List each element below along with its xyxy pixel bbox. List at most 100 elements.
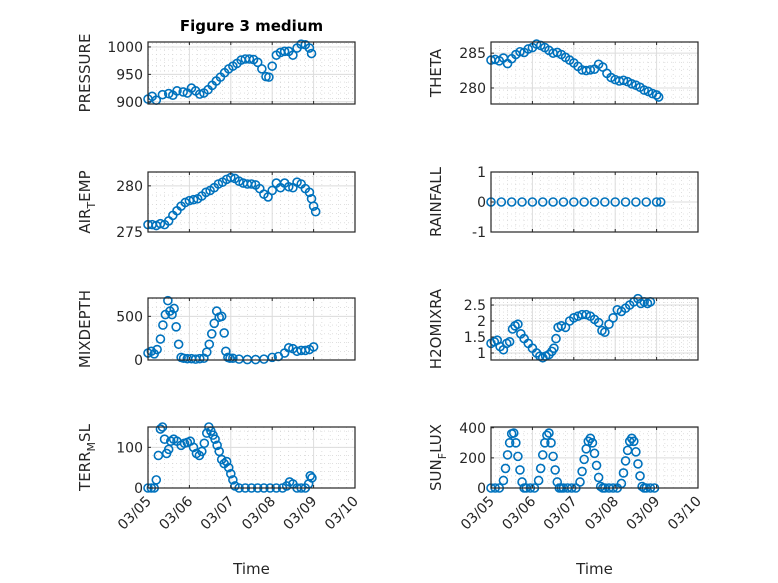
data-point: [535, 463, 546, 474]
data-point: [152, 344, 162, 355]
y-tick-label: 285: [459, 46, 486, 62]
data-point: [585, 65, 596, 75]
subplot-rainfall: -1 0 1 RAINFALL: [427, 165, 699, 241]
data-point: [548, 197, 558, 207]
data-point: [153, 450, 164, 461]
data-point: [600, 327, 610, 337]
data-point: [549, 343, 559, 353]
data-point: [622, 445, 633, 456]
y-tick-label: 1: [477, 165, 486, 181]
data-point: [551, 333, 561, 344]
data-point: [214, 446, 225, 457]
x-tick-label: 03/05: [458, 494, 498, 534]
data-point: [579, 197, 589, 207]
data-point: [155, 218, 166, 229]
data-point: [620, 456, 631, 466]
x-axis-label: Time: [232, 560, 270, 578]
data-point: [527, 197, 538, 207]
subplot-mixdepth: 0 500 MIXDEPTH: [76, 290, 356, 369]
data-point: [173, 339, 184, 350]
data-point: [498, 475, 509, 486]
data-point: [511, 438, 521, 448]
x-tick-label: 03/10: [322, 494, 362, 534]
data-point: [300, 345, 311, 356]
data-point: [513, 319, 523, 330]
data-point: [631, 197, 641, 207]
data-point: [167, 309, 177, 320]
axes-box: [490, 297, 699, 361]
data-point: [626, 78, 637, 89]
x-tick-label: 03/05: [115, 494, 155, 534]
data-point: [306, 48, 317, 59]
data-point: [211, 306, 222, 316]
x-tick-label: 03/06: [156, 493, 196, 533]
x-tick-label: 03/06: [499, 493, 539, 533]
data-point: [209, 318, 220, 329]
data-point: [513, 451, 523, 462]
subplot-h2omixra: 11.522.5 H2OMIXRA: [427, 288, 699, 369]
data-point: [219, 328, 229, 338]
data-point: [653, 92, 664, 102]
subplot-terr: 0 100 TERRMSL 03/05 03/06 03/07 03/08 03/09 03/1…: [76, 422, 362, 578]
data-point: [308, 342, 319, 352]
data-point: [639, 85, 649, 95]
axes-box: [147, 297, 356, 361]
data-point: [267, 352, 278, 363]
axes-box: [147, 171, 356, 233]
data-point: [263, 192, 273, 202]
data-point: [575, 477, 585, 487]
y-axis-label: SUNFLUX: [427, 424, 449, 491]
data-point: [610, 197, 621, 207]
data-point: [577, 466, 587, 477]
data-point: [633, 459, 643, 469]
data-point: [158, 320, 168, 330]
data-point: [548, 451, 558, 462]
data-point: [246, 179, 257, 189]
data-point: [267, 61, 278, 71]
y-tick-label: 0: [477, 481, 486, 497]
axes-box: [490, 41, 699, 105]
y-tick-label: 400: [459, 421, 486, 437]
data-point: [264, 72, 274, 82]
data-point: [178, 87, 188, 97]
y-tick-label: 1.5: [464, 330, 486, 346]
y-tick-label: 275: [116, 225, 143, 241]
data-point: [533, 475, 544, 486]
y-tick-label: 200: [459, 451, 486, 467]
data-point: [257, 64, 267, 74]
data-point: [589, 448, 600, 459]
x-tick-label: 03/08: [582, 494, 622, 534]
data-point: [307, 473, 317, 483]
data-point: [591, 460, 602, 471]
data-point: [308, 201, 319, 211]
data-point: [517, 197, 527, 207]
y-axis-label: H2OMIXRA: [427, 288, 445, 369]
y-tick-label: 1: [477, 346, 486, 362]
subplot-sun: 0 200 400 SUNFLUX 03/05 03/06 03/07 03/08 03/09 0…: [427, 421, 705, 578]
axes-box: [147, 41, 356, 105]
data-point: [620, 197, 631, 207]
data-point: [199, 438, 210, 449]
x-tick-label: 03/10: [665, 494, 705, 534]
data-point: [310, 206, 321, 217]
data-point: [608, 313, 618, 323]
data-point: [283, 342, 294, 353]
y-tick-label: 1000: [107, 40, 143, 56]
data-point: [585, 433, 596, 444]
y-tick-label: 0: [134, 481, 143, 497]
data-point: [550, 465, 560, 475]
data-point: [537, 450, 548, 460]
data-point: [279, 46, 290, 57]
subplot-theta: 280 285 THETA: [427, 39, 699, 105]
data-point: [635, 471, 645, 481]
data-point: [618, 75, 629, 86]
data-point: [304, 187, 315, 198]
data-point: [228, 475, 238, 485]
y-axis-label: PRESSURE: [76, 34, 94, 113]
data-point: [151, 475, 162, 485]
data-point: [197, 446, 207, 457]
data-point: [216, 311, 227, 322]
data-point: [618, 468, 629, 478]
data-point: [157, 89, 168, 100]
